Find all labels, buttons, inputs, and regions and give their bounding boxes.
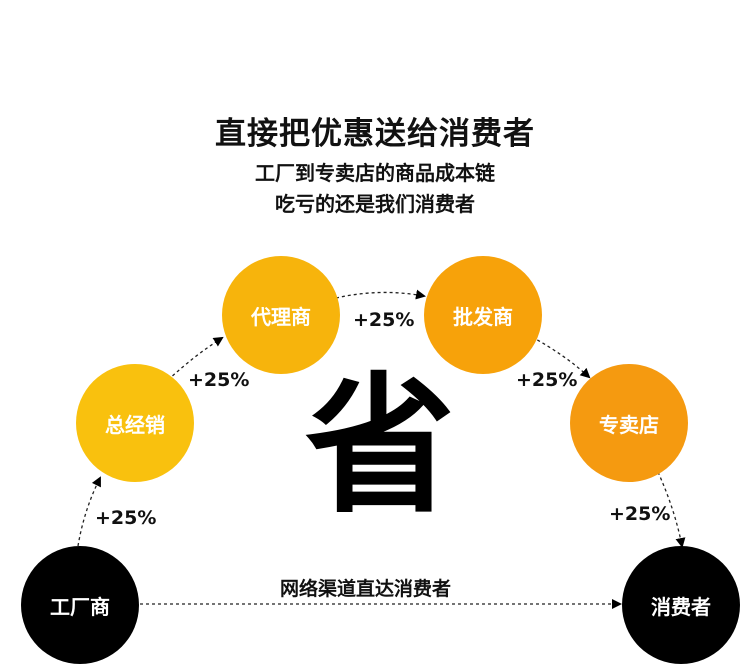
markup-label-3: +25% — [353, 309, 415, 331]
markup-label-4: +25% — [516, 369, 578, 391]
save-character: 省 — [305, 360, 456, 534]
node-store: 专卖店 — [570, 364, 688, 482]
subtitle-line-1: 工厂到专卖店的商品成本链 — [255, 161, 495, 185]
markup-label-5: +25% — [609, 503, 671, 525]
arrow-wholesaler-to-store — [531, 336, 591, 379]
arrow-store-to-consumer — [657, 471, 686, 548]
node-consumer: 消费者 — [622, 546, 740, 664]
node-agent: 代理商 — [222, 256, 340, 374]
page-title: 直接把优惠送给消费者 — [215, 116, 535, 152]
arrow-factory-to-distributor — [77, 476, 101, 547]
direct-channel-label: 网络渠道直达消费者 — [280, 578, 452, 600]
subtitle-line-2: 吃亏的还是我们消费者 — [275, 192, 475, 216]
node-wholesaler: 批发商 — [424, 256, 542, 374]
node-general-distributor: 总经销 — [76, 364, 194, 482]
markup-label-2: +25% — [188, 369, 250, 391]
arrow-agent-to-wholesaler — [335, 289, 426, 300]
markup-label-1: +25% — [95, 507, 157, 529]
node-factory: 工厂商 — [21, 546, 139, 664]
arrow-distributor-to-agent — [167, 336, 224, 381]
